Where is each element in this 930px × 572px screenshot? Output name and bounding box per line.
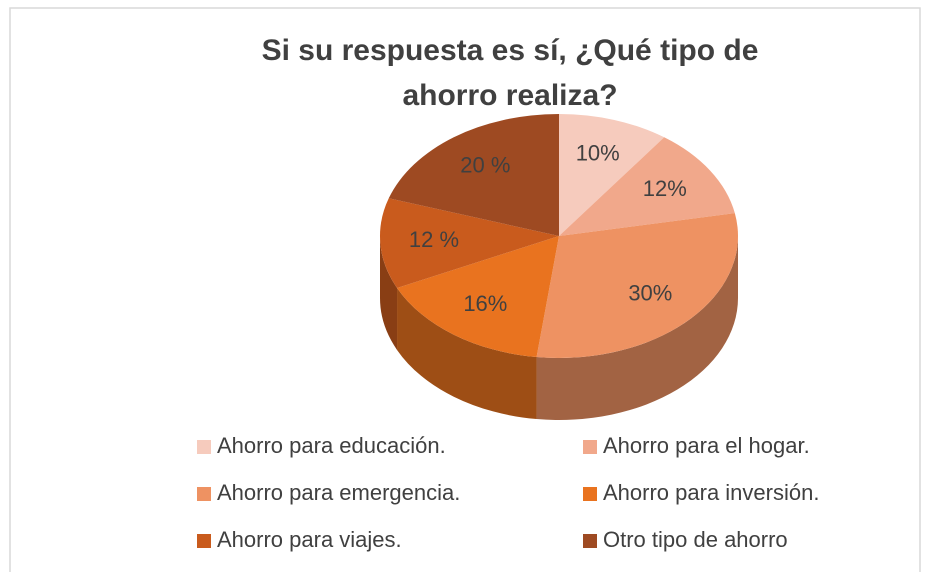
slice [379, 198, 559, 288]
legend-label: Ahorro para emergencia. [217, 480, 460, 505]
legend-swatch [197, 440, 211, 454]
data-label: 20 % [460, 153, 510, 178]
legend-label: Ahorro para el hogar. [603, 433, 810, 458]
legend-swatch [197, 534, 211, 548]
slice [559, 137, 735, 236]
slice-side [397, 287, 537, 420]
data-label: 12 % [409, 227, 459, 252]
slice-side [536, 236, 738, 420]
legend-swatch [583, 534, 597, 548]
data-label: 16% [463, 291, 507, 316]
legend-swatch [583, 440, 597, 454]
data-label: 30% [628, 280, 672, 305]
slice-side [380, 236, 398, 350]
legend-label: Otro tipo de ahorro [603, 527, 788, 552]
data-label: 10% [576, 141, 620, 166]
legend-label: Ahorro para viajes. [217, 527, 402, 552]
chart-frame [9, 7, 921, 572]
slice [388, 114, 559, 236]
slice [397, 236, 559, 358]
legend-swatch [583, 487, 597, 501]
slice [536, 213, 738, 358]
legend-label: Ahorro para inversión. [603, 480, 819, 505]
legend-swatch [197, 487, 211, 501]
slice [559, 114, 665, 236]
chart-title: Si su respuesta es sí, ¿Qué tipo de ahor… [261, 34, 759, 112]
legend-label: Ahorro para educación. [217, 433, 446, 458]
data-label: 12% [643, 176, 687, 201]
